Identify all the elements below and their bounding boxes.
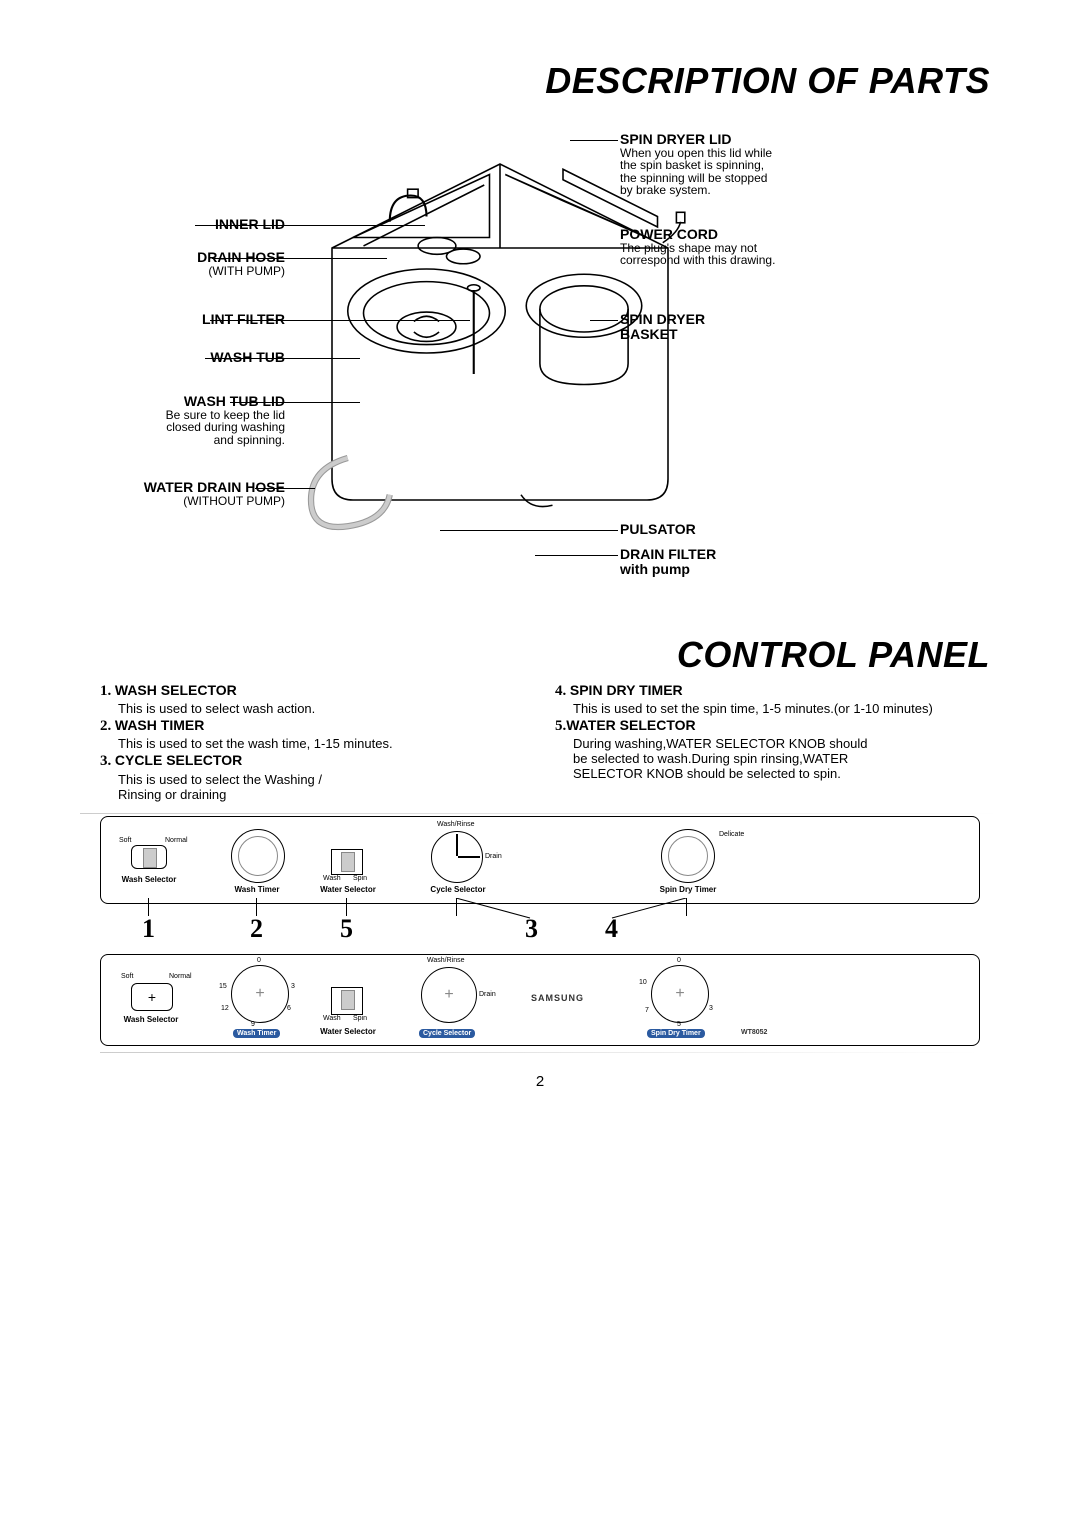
wash-selector-switch (131, 845, 167, 869)
page-number: 2 (80, 1073, 1000, 1090)
parts-diagram: INNER LID DRAIN HOSE (WITH PUMP) LINT FI… (80, 102, 1000, 622)
water-selector-switch (331, 849, 363, 875)
model-number: WT8052 (741, 1029, 767, 1036)
spin-dry-timer-knob (661, 829, 715, 883)
cycle-selector-knob-2: + (421, 967, 477, 1023)
water-selector-switch-2 (331, 987, 363, 1015)
divider (100, 1052, 980, 1053)
label-drain-filter: DRAIN FILTER with pump (620, 547, 870, 576)
control-panel-variant-1: Soft Normal Wash Selector Wash Timer Was… (100, 816, 980, 904)
control-panel-variant-2: + Soft Normal Wash Selector + 15 12 9 6 … (100, 954, 980, 1046)
heading-control-panel: CONTROL PANEL (80, 634, 990, 676)
control-col-left: 1. WASH SELECTOR This is used to select … (100, 682, 525, 803)
label-spin-dryer-lid: SPIN DRYER LID When you open this lid wh… (620, 132, 870, 197)
divider (80, 813, 1000, 814)
wash-timer-knob (231, 829, 285, 883)
manual-page: DESCRIPTION OF PARTS (0, 0, 1080, 1528)
cycle-selector-knob (431, 831, 483, 883)
wash-selector-switch-2: + (131, 983, 173, 1011)
label-pulsator: PULSATOR (620, 522, 870, 537)
heading-parts: DESCRIPTION OF PARTS (80, 60, 990, 102)
spin-dry-timer-knob-2: + (651, 965, 709, 1023)
callout-numbers: 1 2 5 3 4 (100, 910, 980, 948)
label-spin-basket: SPIN DRYER BASKET (620, 312, 870, 341)
label-power-cord: POWER CORD The plug's shape may not corr… (620, 227, 870, 267)
control-descriptions: 1. WASH SELECTOR This is used to select … (100, 682, 980, 803)
wash-timer-knob-2: + (231, 965, 289, 1023)
label-drain-hose: DRAIN HOSE (WITH PUMP) (95, 250, 285, 277)
label-water-drain-hose: WATER DRAIN HOSE (WITHOUT PUMP) (75, 480, 285, 507)
control-col-right: 4. SPIN DRY TIMER This is used to set th… (555, 682, 980, 803)
brand-label: SAMSUNG (531, 993, 584, 1003)
